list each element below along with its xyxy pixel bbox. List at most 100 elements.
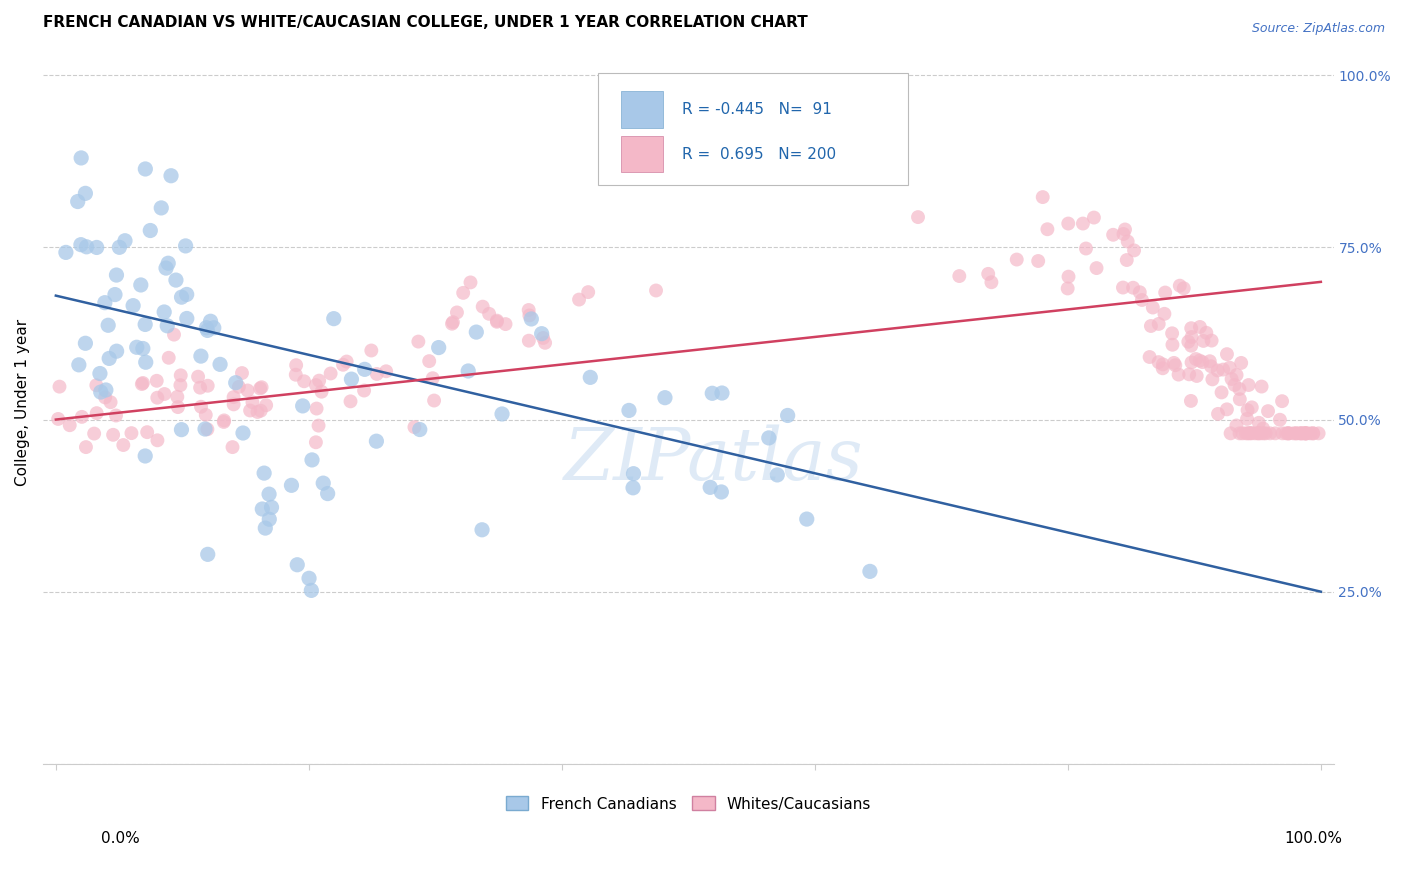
Point xyxy=(1123,244,1146,258)
Point xyxy=(1237,426,1260,441)
Point xyxy=(163,327,186,342)
Point xyxy=(190,400,212,414)
Point xyxy=(145,374,167,388)
Point xyxy=(212,413,235,427)
Point xyxy=(195,320,218,334)
Point xyxy=(441,315,464,329)
Point xyxy=(1240,401,1263,415)
Point xyxy=(1114,222,1136,236)
Point xyxy=(305,401,328,416)
Point xyxy=(1247,426,1270,441)
Point xyxy=(232,425,254,440)
Point xyxy=(1219,360,1241,375)
Point xyxy=(322,311,344,326)
Text: R =  0.695   N= 200: R = 0.695 N= 200 xyxy=(682,147,837,161)
FancyBboxPatch shape xyxy=(598,73,908,186)
Point xyxy=(94,391,117,405)
Point xyxy=(1247,426,1270,441)
Point xyxy=(134,161,156,176)
Point xyxy=(120,426,142,441)
Point xyxy=(70,237,93,252)
Point xyxy=(1102,227,1125,242)
Point xyxy=(1036,222,1059,236)
FancyBboxPatch shape xyxy=(621,92,662,128)
Point xyxy=(422,371,444,385)
Point xyxy=(418,354,440,368)
Point xyxy=(114,234,136,248)
Point xyxy=(1199,359,1222,374)
Point xyxy=(758,431,780,445)
Point xyxy=(105,268,128,282)
Point xyxy=(796,512,818,526)
Point xyxy=(1230,356,1253,370)
Point xyxy=(1185,369,1208,384)
Point xyxy=(1178,368,1201,382)
Point xyxy=(1185,351,1208,366)
Point xyxy=(242,395,264,409)
Point xyxy=(1181,330,1204,344)
Point xyxy=(1167,368,1189,382)
Point xyxy=(1154,285,1177,300)
Point xyxy=(1130,293,1153,307)
Point xyxy=(1229,426,1251,441)
Point xyxy=(1220,372,1243,386)
Point xyxy=(285,558,308,572)
Point xyxy=(176,287,198,301)
Point xyxy=(311,384,333,399)
Point xyxy=(131,377,153,392)
Point xyxy=(249,381,271,395)
Point xyxy=(1112,227,1135,241)
Point xyxy=(1115,253,1137,268)
Point xyxy=(1216,402,1239,417)
Point xyxy=(166,390,188,404)
Point xyxy=(1244,426,1267,441)
Point xyxy=(1294,426,1316,441)
Point xyxy=(568,293,591,307)
Point xyxy=(495,317,517,331)
Text: Source: ZipAtlas.com: Source: ZipAtlas.com xyxy=(1251,22,1385,36)
Point xyxy=(132,342,155,356)
Point xyxy=(48,379,70,393)
Point xyxy=(1225,418,1247,433)
Point xyxy=(710,386,733,401)
Point xyxy=(59,418,82,433)
Point xyxy=(236,384,259,398)
Point xyxy=(70,409,93,424)
Text: ZIPatlas: ZIPatlas xyxy=(564,425,863,495)
Point xyxy=(332,358,354,372)
Point xyxy=(305,435,328,450)
Point xyxy=(125,340,148,354)
Point xyxy=(83,426,105,441)
Point xyxy=(366,367,388,381)
Point xyxy=(1302,426,1324,441)
Point xyxy=(169,378,191,392)
Point xyxy=(260,500,283,515)
Point xyxy=(336,354,359,368)
Point xyxy=(1232,426,1254,441)
Point xyxy=(292,374,315,388)
Point xyxy=(280,478,302,492)
Point xyxy=(579,370,602,384)
Point xyxy=(340,372,363,386)
Point xyxy=(1212,362,1234,376)
Point xyxy=(254,398,277,412)
Y-axis label: College, Under 1 year: College, Under 1 year xyxy=(15,318,30,486)
Point xyxy=(105,344,128,359)
Point xyxy=(170,368,193,383)
Point xyxy=(298,571,321,585)
Point xyxy=(375,364,398,378)
Point xyxy=(1302,426,1324,441)
Point xyxy=(176,311,198,326)
Point xyxy=(1180,339,1202,353)
Point xyxy=(1139,350,1161,364)
Point xyxy=(285,358,308,372)
Point xyxy=(1299,426,1322,441)
Point xyxy=(1294,426,1316,441)
Point xyxy=(1056,281,1078,295)
Point xyxy=(1257,404,1279,418)
Point xyxy=(1229,392,1251,407)
Point xyxy=(246,405,269,419)
FancyBboxPatch shape xyxy=(621,136,662,172)
Point xyxy=(1271,394,1294,409)
Point xyxy=(1161,337,1184,351)
